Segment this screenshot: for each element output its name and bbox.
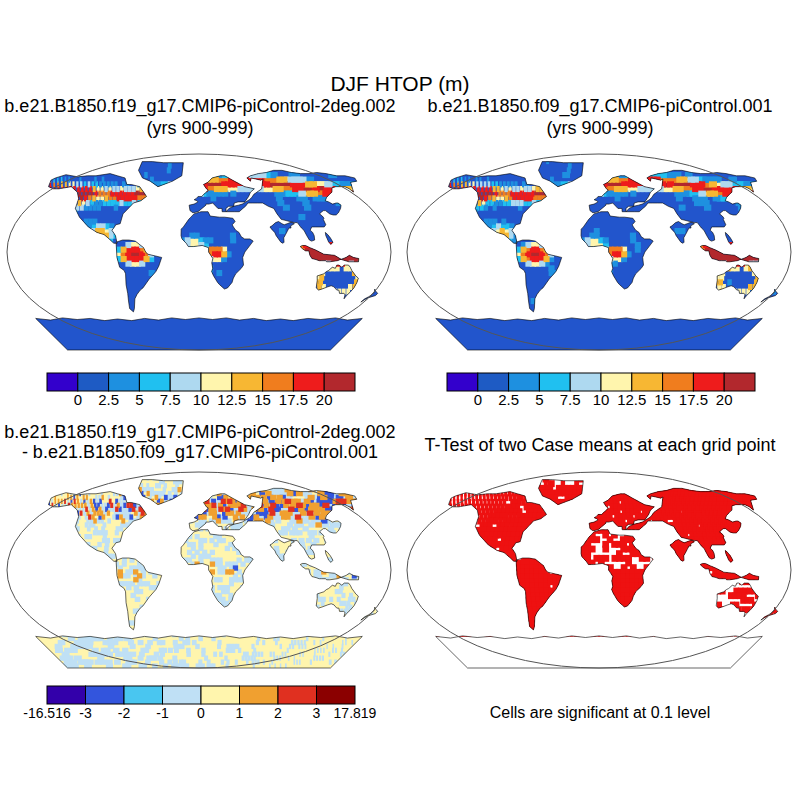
svg-text:-3: -3 [79,705,92,721]
svg-text:2: 2 [274,705,282,721]
svg-text:-1: -1 [156,705,169,721]
svg-text:3: 3 [313,705,321,721]
svg-text:-16.516: -16.516 [23,705,71,721]
svg-text:1: 1 [236,705,244,721]
svg-text:17.819: 17.819 [334,705,377,721]
svg-text:-2: -2 [118,705,131,721]
svg-text:0: 0 [197,705,205,721]
